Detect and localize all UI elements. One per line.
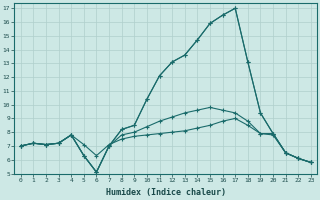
X-axis label: Humidex (Indice chaleur): Humidex (Indice chaleur) <box>106 188 226 197</box>
